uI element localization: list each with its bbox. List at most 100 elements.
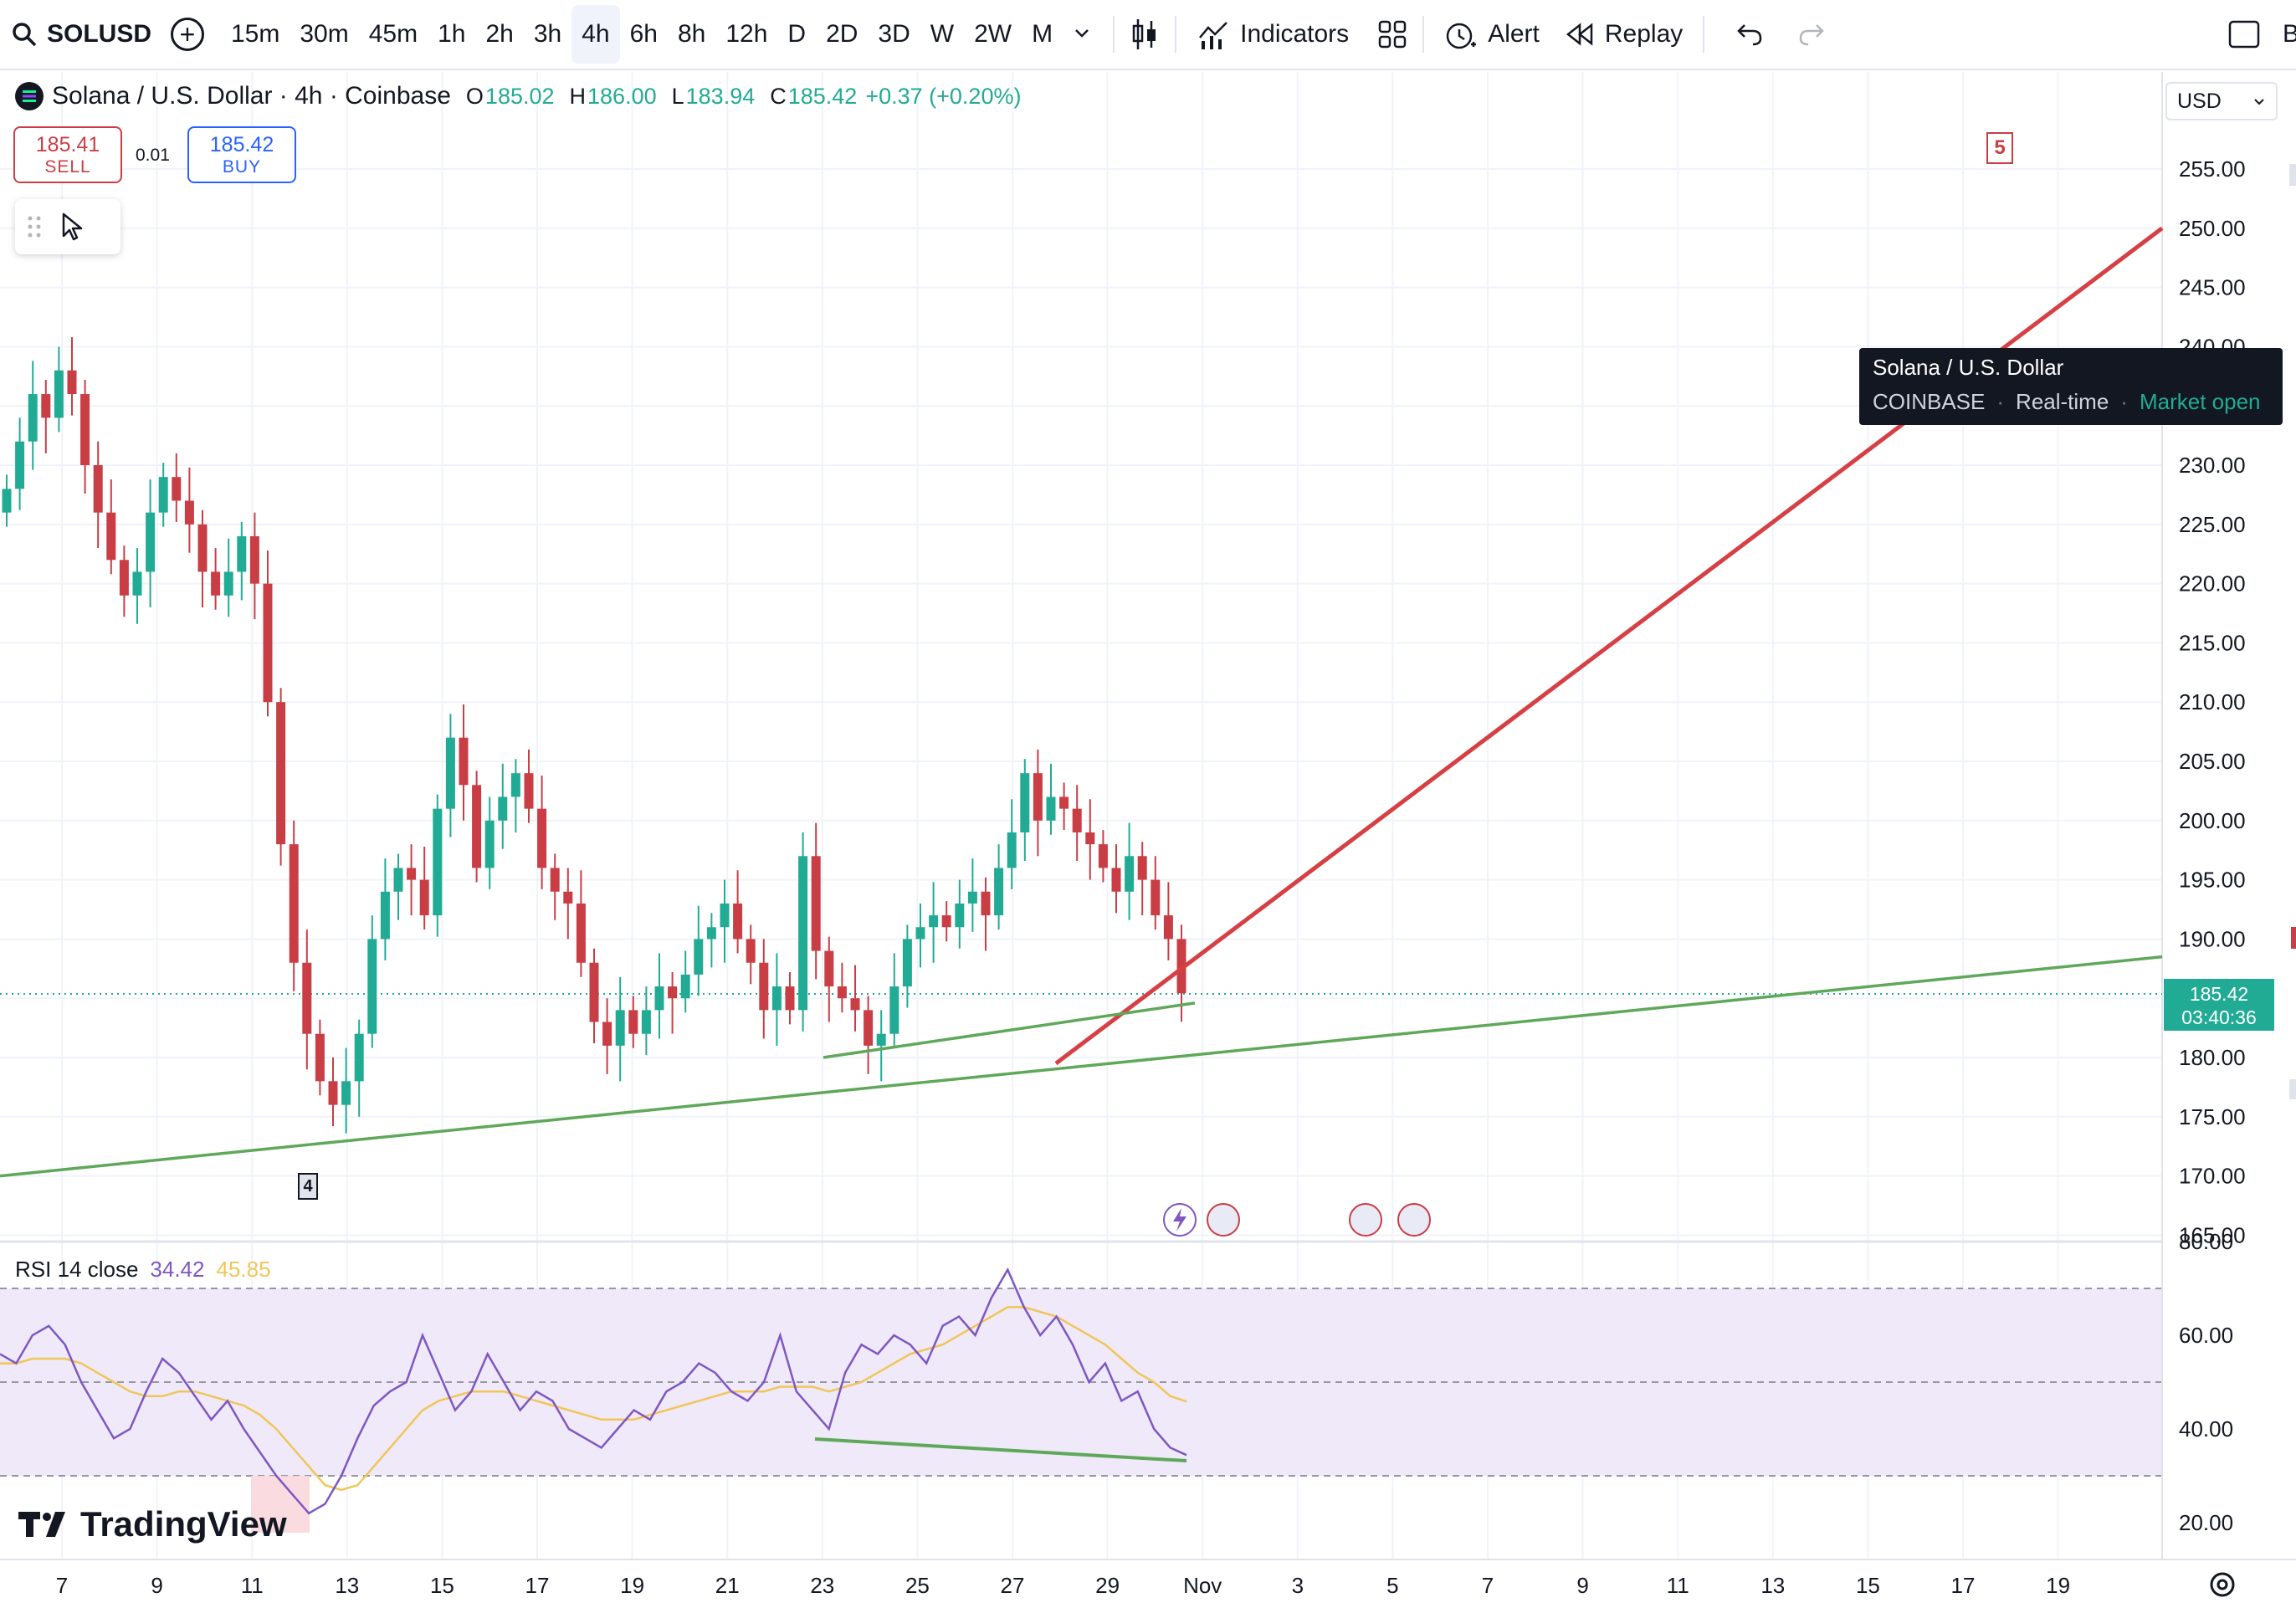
- logo-text: TradingView: [80, 1504, 287, 1544]
- candle-body: [315, 1033, 325, 1082]
- interval-d[interactable]: D: [787, 20, 807, 48]
- close-value: 185.42: [787, 83, 858, 109]
- candle-body: [798, 856, 808, 1011]
- candle-body: [328, 1081, 338, 1105]
- change-value: +0.37 (+0.20%): [865, 83, 1022, 109]
- top-toolbar: SOLUSD + 15m 30m 45m 1h 2h 3h 4h 6h 8h 1…: [0, 0, 2296, 70]
- candle-body: [864, 1010, 874, 1046]
- settings-gear-icon[interactable]: [2210, 1572, 2235, 1597]
- interval-m[interactable]: M: [1032, 20, 1053, 48]
- candle-body: [380, 891, 390, 940]
- buy-label: BUY: [222, 157, 262, 177]
- candle-body: [680, 974, 690, 999]
- time-tick-label: 29: [1095, 1573, 1120, 1598]
- replay-button[interactable]: Replay: [1556, 20, 1691, 49]
- currency-select[interactable]: USD: [2165, 82, 2278, 120]
- toolbar-divider: [1703, 16, 1705, 53]
- price-tick-label: 225.00: [2179, 512, 2246, 537]
- interval-2h[interactable]: 2h: [485, 20, 514, 48]
- interval-4h[interactable]: 4h: [571, 5, 620, 64]
- rsi-tick-label: 40.00: [2179, 1416, 2233, 1442]
- interval-12h[interactable]: 12h: [725, 20, 768, 48]
- low-label: L: [671, 83, 684, 109]
- candle-body: [602, 1022, 612, 1046]
- undo-button[interactable]: [1731, 16, 1768, 53]
- time-tick-label: 17: [525, 1573, 550, 1598]
- cursor-arrow-icon[interactable]: [60, 213, 84, 241]
- interval-w[interactable]: W: [930, 20, 955, 48]
- chart-type-button[interactable]: [1126, 16, 1163, 53]
- interval-2d[interactable]: 2D: [826, 20, 858, 48]
- right-edge-scroll: [2289, 1079, 2296, 1099]
- interval-45m[interactable]: 45m: [368, 20, 418, 48]
- sell-button[interactable]: 185.41 SELL: [13, 126, 122, 183]
- price-axis: 255.00250.00245.00240.00230.00225.00220.…: [2179, 156, 2246, 1247]
- rsi-legend: RSI 14 close 34.42 45.85: [15, 1257, 271, 1283]
- redo-button[interactable]: [1793, 16, 1830, 53]
- candle-body: [106, 512, 116, 561]
- us-flag-icon: [1207, 1203, 1240, 1237]
- drag-handle-icon[interactable]: [27, 214, 42, 239]
- interval-30m[interactable]: 30m: [300, 20, 349, 48]
- candle-body: [341, 1081, 351, 1105]
- candle-body: [158, 477, 168, 513]
- interval-8h[interactable]: 8h: [677, 20, 706, 48]
- trendline-green-long: [0, 955, 2163, 1178]
- price-tick-label: 245.00: [2179, 275, 2246, 300]
- tooltip-dot: ·: [1996, 389, 2005, 414]
- interval-more-button[interactable]: [1063, 5, 1101, 64]
- wave-marker-top[interactable]: 5: [1986, 132, 2013, 164]
- wave-marker-bottom[interactable]: 4: [298, 1173, 318, 1200]
- candle-body: [967, 891, 977, 904]
- price-tick-label: 180.00: [2179, 1045, 2246, 1070]
- candle-body: [1098, 844, 1108, 868]
- candle-body: [223, 571, 233, 596]
- layout-button[interactable]: [1374, 16, 1411, 53]
- rsi-line: [0, 1267, 1187, 1515]
- time-tick-label: Nov: [1183, 1573, 1222, 1598]
- indicators-button[interactable]: Indicators: [1188, 18, 1357, 51]
- interval-3h[interactable]: 3h: [533, 20, 562, 48]
- fullscreen-button[interactable]: [2226, 16, 2263, 53]
- compare-symbol-button[interactable]: +: [171, 18, 204, 51]
- time-tick-label: 5: [1386, 1573, 1398, 1598]
- interval-15m[interactable]: 15m: [231, 20, 280, 48]
- symbol-label: SOLUSD: [47, 20, 152, 48]
- bar-countdown: 03:40:36: [2181, 1006, 2257, 1028]
- candle-body: [367, 939, 377, 1034]
- tradingview-logo[interactable]: TradingView: [18, 1504, 287, 1544]
- candles-icon: [1132, 19, 1156, 49]
- interval-1h[interactable]: 1h: [438, 20, 466, 48]
- right-edge-scroll: [2289, 164, 2296, 186]
- candle-body: [41, 394, 51, 418]
- buy-button[interactable]: 185.42 BUY: [187, 126, 296, 183]
- candle-body: [615, 1010, 625, 1046]
- interval-2w[interactable]: 2W: [974, 20, 1012, 48]
- candle-body: [2, 489, 12, 513]
- interval-6h[interactable]: 6h: [629, 20, 658, 48]
- candle-body: [733, 903, 743, 940]
- lightning-icon: [1173, 1208, 1186, 1232]
- candle-body: [1007, 832, 1017, 868]
- symbol-title[interactable]: Solana / U.S. Dollar · 4h · Coinbase: [52, 82, 451, 110]
- candle-body: [393, 868, 403, 892]
- rsi-label[interactable]: RSI 14 close: [15, 1257, 139, 1282]
- grid-lines: [0, 72, 2162, 1559]
- time-tick-label: 3: [1292, 1573, 1304, 1598]
- alert-button[interactable]: Alert: [1436, 18, 1548, 51]
- candle-body: [1046, 796, 1056, 821]
- candle-body: [1085, 832, 1095, 845]
- symbol-search[interactable]: SOLUSD: [0, 20, 159, 49]
- high-label: H: [569, 83, 587, 109]
- toolbar-edge-button[interactable]: B: [2283, 20, 2296, 48]
- toolbar-divider: [1175, 16, 1177, 53]
- price-tick-label: 190.00: [2179, 926, 2246, 951]
- event-icons[interactable]: [1163, 1203, 1431, 1237]
- candle-body: [706, 927, 716, 940]
- interval-3d[interactable]: 3D: [878, 20, 910, 48]
- buy-price: 185.42: [209, 133, 274, 156]
- candle-body: [811, 856, 821, 951]
- candle-body: [1033, 773, 1043, 821]
- open-value: 185.02: [484, 83, 555, 109]
